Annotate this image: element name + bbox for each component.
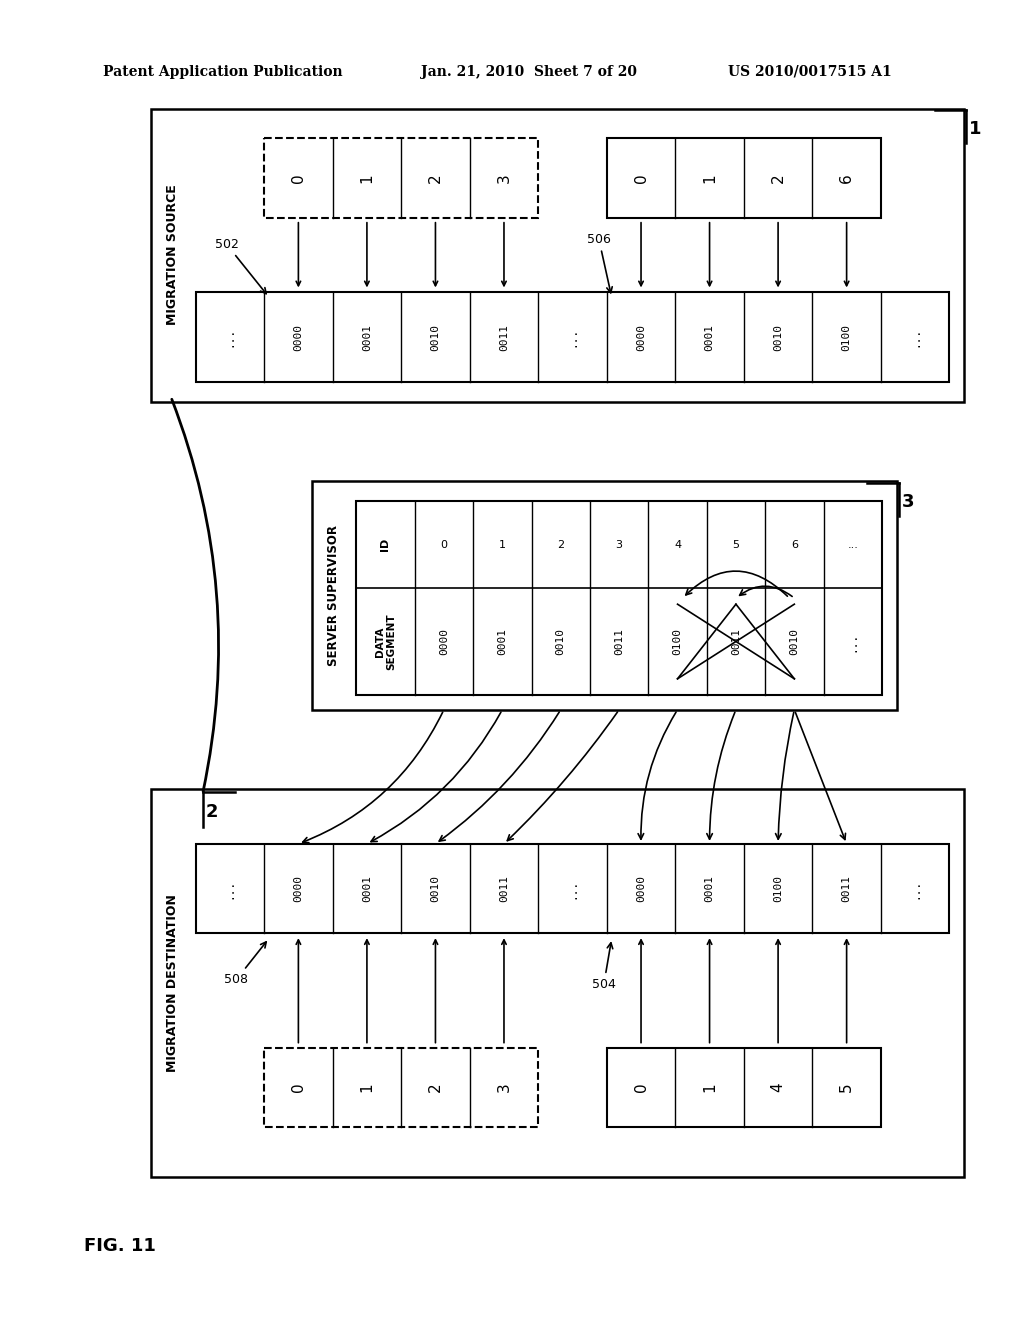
Text: 2: 2 xyxy=(771,173,785,183)
Text: 0: 0 xyxy=(440,540,447,549)
Text: 0001: 0001 xyxy=(361,323,372,351)
Bar xyxy=(607,139,881,218)
Text: SERVER SUPERVISOR: SERVER SUPERVISOR xyxy=(327,525,340,665)
Text: 2: 2 xyxy=(428,173,443,183)
Bar xyxy=(151,108,965,401)
Text: 3: 3 xyxy=(497,1082,511,1092)
Text: 3: 3 xyxy=(902,494,914,511)
Text: 0100: 0100 xyxy=(673,628,683,655)
Text: 0011: 0011 xyxy=(499,323,509,351)
Text: 0011: 0011 xyxy=(614,628,624,655)
Text: 4: 4 xyxy=(674,540,681,549)
Bar xyxy=(151,789,965,1176)
Text: 0000: 0000 xyxy=(636,875,646,902)
Text: ...: ... xyxy=(910,878,921,899)
Text: 502: 502 xyxy=(215,238,266,293)
Text: 1: 1 xyxy=(970,120,982,139)
Text: 0: 0 xyxy=(291,1082,306,1092)
Bar xyxy=(196,292,949,381)
Text: 0011: 0011 xyxy=(499,875,509,902)
Text: ...: ... xyxy=(567,327,578,347)
Text: 0010: 0010 xyxy=(773,323,783,351)
Text: 0000: 0000 xyxy=(294,323,303,351)
Text: FIG. 11: FIG. 11 xyxy=(84,1237,156,1255)
Text: MIGRATION DESTINATION: MIGRATION DESTINATION xyxy=(166,894,179,1072)
Text: 6: 6 xyxy=(791,540,798,549)
Text: Patent Application Publication: Patent Application Publication xyxy=(103,65,343,79)
Text: 3: 3 xyxy=(615,540,623,549)
Text: 1: 1 xyxy=(499,540,506,549)
Text: MIGRATION SOURCE: MIGRATION SOURCE xyxy=(166,185,179,326)
Bar xyxy=(264,139,539,218)
Text: Jan. 21, 2010  Sheet 7 of 20: Jan. 21, 2010 Sheet 7 of 20 xyxy=(421,65,637,79)
Text: ...: ... xyxy=(567,878,578,899)
Text: 0000: 0000 xyxy=(439,628,449,655)
Bar xyxy=(356,502,882,694)
Text: 0001: 0001 xyxy=(705,323,715,351)
Text: 2: 2 xyxy=(557,540,564,549)
Text: 0: 0 xyxy=(291,173,306,183)
Text: 0: 0 xyxy=(634,173,648,183)
Text: 0100: 0100 xyxy=(842,323,852,351)
Text: 506: 506 xyxy=(587,232,612,293)
Bar xyxy=(607,1048,881,1127)
Bar xyxy=(264,1048,539,1127)
Text: 0010: 0010 xyxy=(430,875,440,902)
Text: 0000: 0000 xyxy=(294,875,303,902)
Text: 5: 5 xyxy=(732,540,739,549)
Text: 0011: 0011 xyxy=(731,628,741,655)
Text: 1: 1 xyxy=(702,1082,717,1092)
Text: 0: 0 xyxy=(634,1082,648,1092)
Text: 0000: 0000 xyxy=(636,323,646,351)
Text: 1: 1 xyxy=(359,173,375,183)
Text: ...: ... xyxy=(910,327,921,347)
Text: ...: ... xyxy=(225,327,234,347)
Text: 2: 2 xyxy=(428,1082,443,1092)
Text: 0011: 0011 xyxy=(842,875,852,902)
Text: ...: ... xyxy=(848,631,858,652)
Text: 1: 1 xyxy=(359,1082,375,1092)
Text: 0100: 0100 xyxy=(773,875,783,902)
Bar xyxy=(196,843,949,933)
Text: DATA
SEGMENT: DATA SEGMENT xyxy=(375,614,396,669)
Text: 2: 2 xyxy=(206,803,218,821)
Text: 0010: 0010 xyxy=(790,628,800,655)
Text: 0001: 0001 xyxy=(705,875,715,902)
Text: 0001: 0001 xyxy=(498,628,507,655)
Text: 6: 6 xyxy=(839,173,854,183)
Text: 508: 508 xyxy=(224,942,266,986)
Text: ID: ID xyxy=(381,539,390,552)
Text: 0010: 0010 xyxy=(430,323,440,351)
Text: 504: 504 xyxy=(592,942,615,991)
Text: 0001: 0001 xyxy=(361,875,372,902)
Text: 4: 4 xyxy=(771,1082,785,1092)
Text: ...: ... xyxy=(225,878,234,899)
Text: 1: 1 xyxy=(702,173,717,183)
Text: 3: 3 xyxy=(497,173,511,183)
Text: ...: ... xyxy=(847,540,858,549)
Text: US 2010/0017515 A1: US 2010/0017515 A1 xyxy=(728,65,892,79)
Bar xyxy=(311,480,897,710)
Text: 5: 5 xyxy=(839,1082,854,1092)
Text: 0010: 0010 xyxy=(556,628,565,655)
